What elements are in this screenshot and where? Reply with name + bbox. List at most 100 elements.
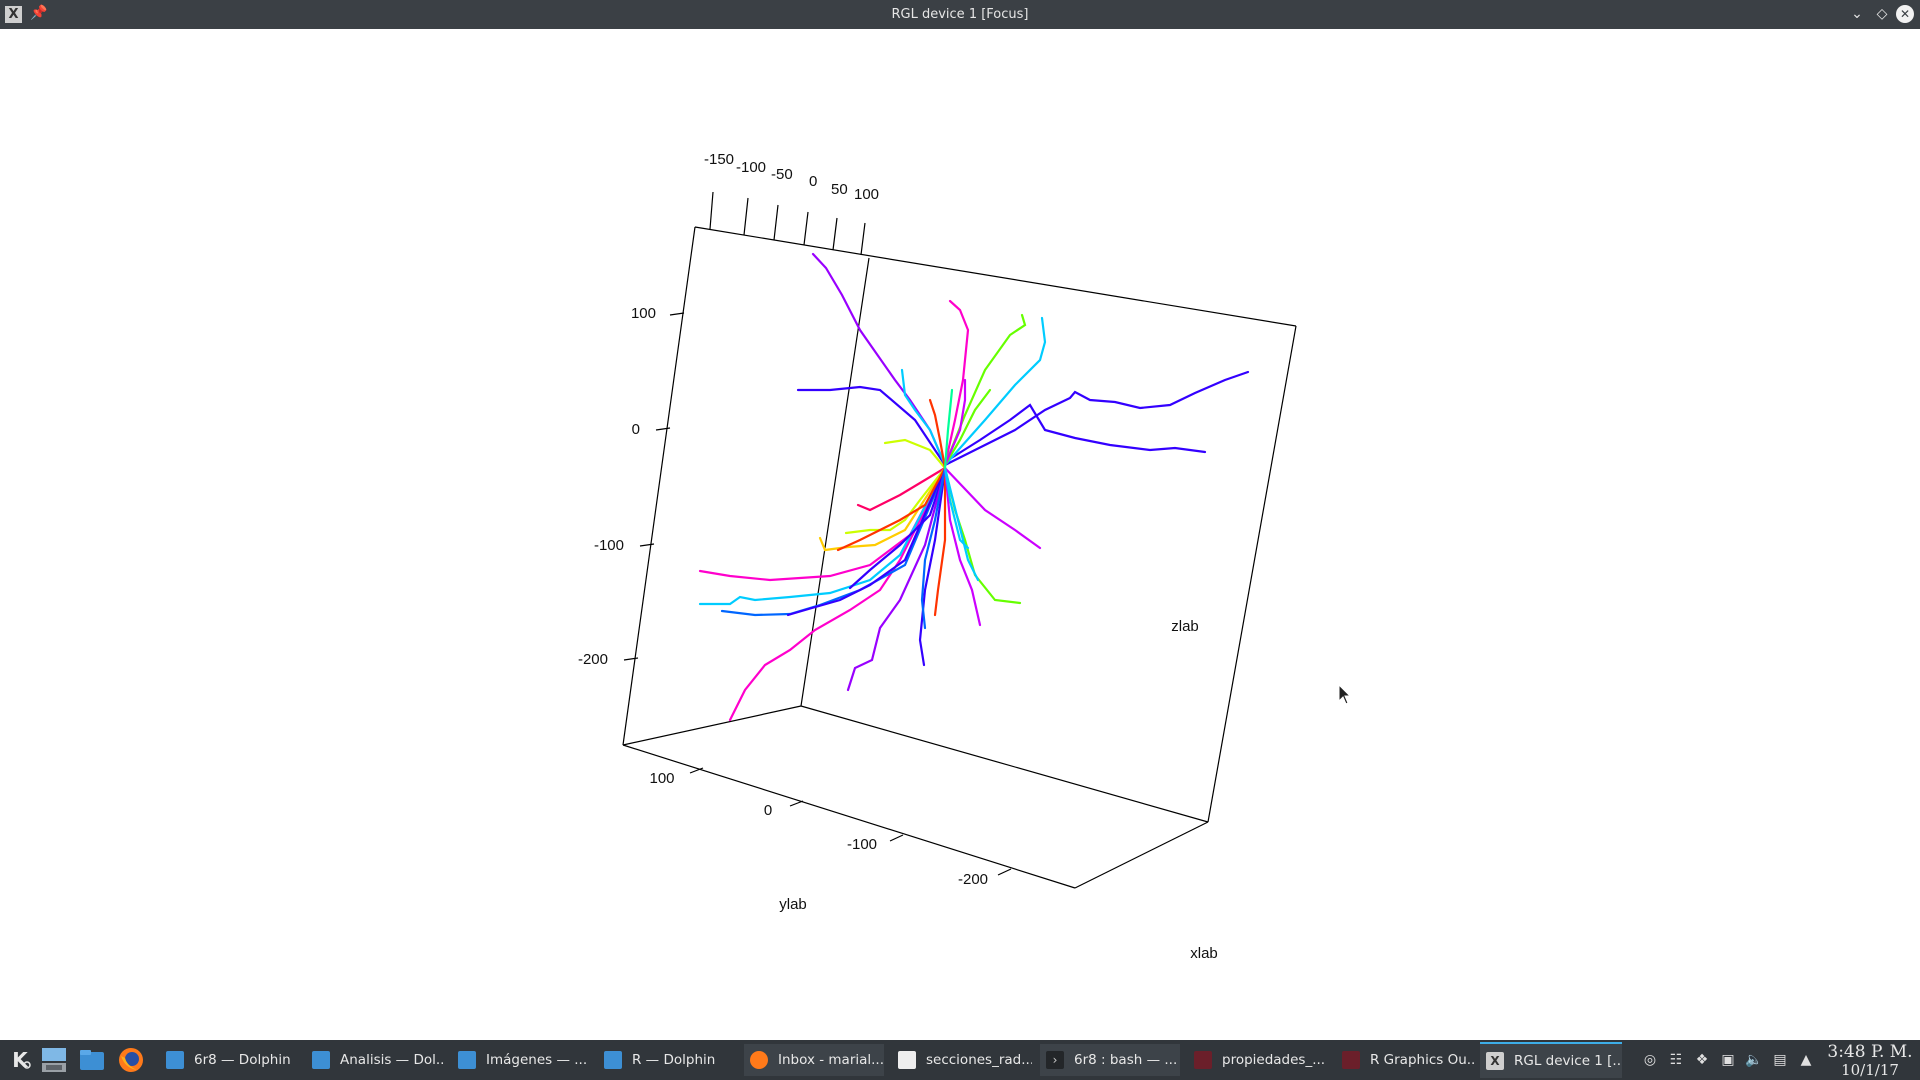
task-item-imagenes[interactable]: Imágenes — ... bbox=[452, 1044, 590, 1076]
task-item-r-dolphin[interactable]: R — Dolphin bbox=[598, 1044, 736, 1076]
trace-line bbox=[943, 466, 1022, 605]
trace-line bbox=[943, 370, 1250, 467]
bottom-tick-label: 0 bbox=[764, 802, 772, 819]
trace-line bbox=[883, 438, 947, 470]
trace-line bbox=[943, 403, 1207, 464]
x-axis-title: xlab bbox=[1190, 945, 1218, 962]
minimize-button[interactable]: ⌄ bbox=[1851, 6, 1863, 22]
trace-line bbox=[698, 466, 947, 606]
bottom-tick-label: -100 bbox=[847, 836, 877, 853]
trace-line bbox=[943, 466, 970, 550]
top-tick-label: 50 bbox=[831, 181, 848, 198]
folder-icon bbox=[458, 1051, 476, 1069]
left-tick bbox=[655, 427, 671, 431]
top-tick bbox=[743, 197, 749, 236]
window-title: RGL device 1 [Focus] bbox=[891, 7, 1029, 22]
task-label: Inbox - marial... bbox=[778, 1052, 884, 1068]
r-graphics-icon bbox=[1194, 1051, 1212, 1069]
trace-line bbox=[943, 313, 1027, 467]
trace-line bbox=[844, 466, 947, 535]
trace-line bbox=[918, 468, 947, 667]
task-item-r-graphics[interactable]: R Graphics Ou... bbox=[1336, 1044, 1476, 1076]
neuron-lines bbox=[698, 252, 1250, 722]
task-label: 6r8 : bash — ... bbox=[1074, 1052, 1178, 1068]
task-label: R Graphics Ou... bbox=[1370, 1052, 1476, 1068]
top-tick-label: -100 bbox=[736, 159, 766, 176]
folder-icon bbox=[166, 1051, 184, 1069]
display-icon[interactable]: ▣ bbox=[1721, 1052, 1735, 1068]
task-item-propiedades[interactable]: propiedades_... bbox=[1188, 1044, 1328, 1076]
maximize-button[interactable]: ◇ bbox=[1876, 6, 1888, 22]
dropbox-icon[interactable]: ❖ bbox=[1695, 1052, 1709, 1068]
trace-line bbox=[920, 466, 947, 630]
trace-line bbox=[943, 316, 1047, 467]
trace-line bbox=[796, 385, 947, 467]
top-tick-label: -150 bbox=[704, 151, 734, 168]
box-edge bbox=[800, 257, 870, 707]
task-item-rgl-device[interactable]: X RGL device 1 [... bbox=[1480, 1042, 1622, 1078]
trace-line bbox=[943, 466, 982, 627]
volume-icon[interactable]: 🔈 bbox=[1745, 1052, 1763, 1068]
show-desktop-icon[interactable] bbox=[40, 1046, 68, 1074]
clock-date: 10/1/17 bbox=[1841, 1061, 1899, 1079]
bottom-tick-label: 100 bbox=[649, 770, 674, 787]
task-label: Analisis — Dol... bbox=[340, 1052, 444, 1068]
clock[interactable]: 3:48 P. M. 10/1/17 bbox=[1822, 1042, 1918, 1079]
top-tick bbox=[832, 217, 838, 251]
task-label: secciones_rad... bbox=[926, 1052, 1032, 1068]
x-window-icon[interactable]: X bbox=[5, 6, 22, 23]
task-item-analisis-dolphin[interactable]: Analisis — Dol... bbox=[306, 1044, 444, 1076]
z-axis-title: zlab bbox=[1171, 618, 1199, 635]
trace-line bbox=[943, 378, 967, 467]
top-tick-label: -50 bbox=[771, 166, 793, 183]
task-item-bash[interactable]: › 6r8 : bash — ... bbox=[1040, 1044, 1180, 1076]
box-edge bbox=[622, 705, 802, 746]
trace-line bbox=[848, 468, 947, 590]
left-tick bbox=[639, 543, 655, 547]
pin-icon[interactable]: 📌 bbox=[30, 5, 48, 21]
bottom-tick bbox=[789, 800, 804, 807]
folder-icon bbox=[312, 1051, 330, 1069]
trace-line bbox=[836, 466, 947, 552]
box-edge bbox=[1074, 821, 1209, 889]
clipboard-icon[interactable]: ▤ bbox=[1773, 1052, 1787, 1068]
left-tick-label: -100 bbox=[594, 537, 624, 554]
task-item-6r8-dolphin[interactable]: 6r8 — Dolphin bbox=[160, 1044, 298, 1076]
top-tick bbox=[773, 204, 779, 241]
x-window-icon: X bbox=[1486, 1052, 1504, 1070]
firefox-icon bbox=[750, 1051, 768, 1069]
task-label: propiedades_... bbox=[1222, 1052, 1326, 1068]
mouse-cursor-icon bbox=[1338, 683, 1352, 710]
file-manager-icon[interactable] bbox=[78, 1046, 106, 1074]
network-status-icon[interactable]: ◎ bbox=[1643, 1052, 1657, 1068]
svg-text:K: K bbox=[12, 1048, 29, 1072]
trace-line bbox=[943, 388, 992, 467]
clock-time: 3:48 P. M. bbox=[1827, 1042, 1913, 1062]
bottom-tick-label: -200 bbox=[958, 871, 988, 888]
task-item-secciones[interactable]: secciones_rad... bbox=[892, 1044, 1032, 1076]
plot-svg[interactable]: -150 -100 -50 0 50 100 100 0 -100 -200 1… bbox=[0, 29, 1920, 1040]
terminal-icon: › bbox=[1046, 1051, 1064, 1069]
rgl-plot-canvas[interactable]: -150 -100 -50 0 50 100 100 0 -100 -200 1… bbox=[0, 29, 1920, 1040]
task-label: 6r8 — Dolphin bbox=[194, 1052, 291, 1068]
kde-launcher-icon[interactable]: K bbox=[6, 1046, 34, 1074]
usb-device-icon[interactable]: ☷ bbox=[1669, 1052, 1683, 1068]
trace-line bbox=[900, 368, 947, 467]
box-edge bbox=[694, 226, 1297, 327]
top-tick bbox=[709, 191, 714, 230]
trace-line bbox=[943, 299, 970, 467]
trace-line bbox=[943, 466, 980, 582]
axis-ticks bbox=[623, 191, 1012, 876]
left-tick-label: 0 bbox=[632, 421, 640, 438]
close-button[interactable]: ✕ bbox=[1896, 5, 1914, 23]
tray-expand-icon[interactable]: ▲ bbox=[1800, 1052, 1812, 1068]
trace-line bbox=[856, 466, 947, 512]
trace-line bbox=[818, 466, 947, 552]
top-tick-label: 0 bbox=[809, 173, 817, 190]
trace-line bbox=[786, 466, 947, 617]
task-item-inbox-firefox[interactable]: Inbox - marial... bbox=[744, 1044, 884, 1076]
trace-line bbox=[728, 468, 947, 722]
firefox-icon[interactable] bbox=[117, 1046, 145, 1074]
top-tick bbox=[860, 222, 866, 256]
top-tick bbox=[803, 211, 809, 246]
